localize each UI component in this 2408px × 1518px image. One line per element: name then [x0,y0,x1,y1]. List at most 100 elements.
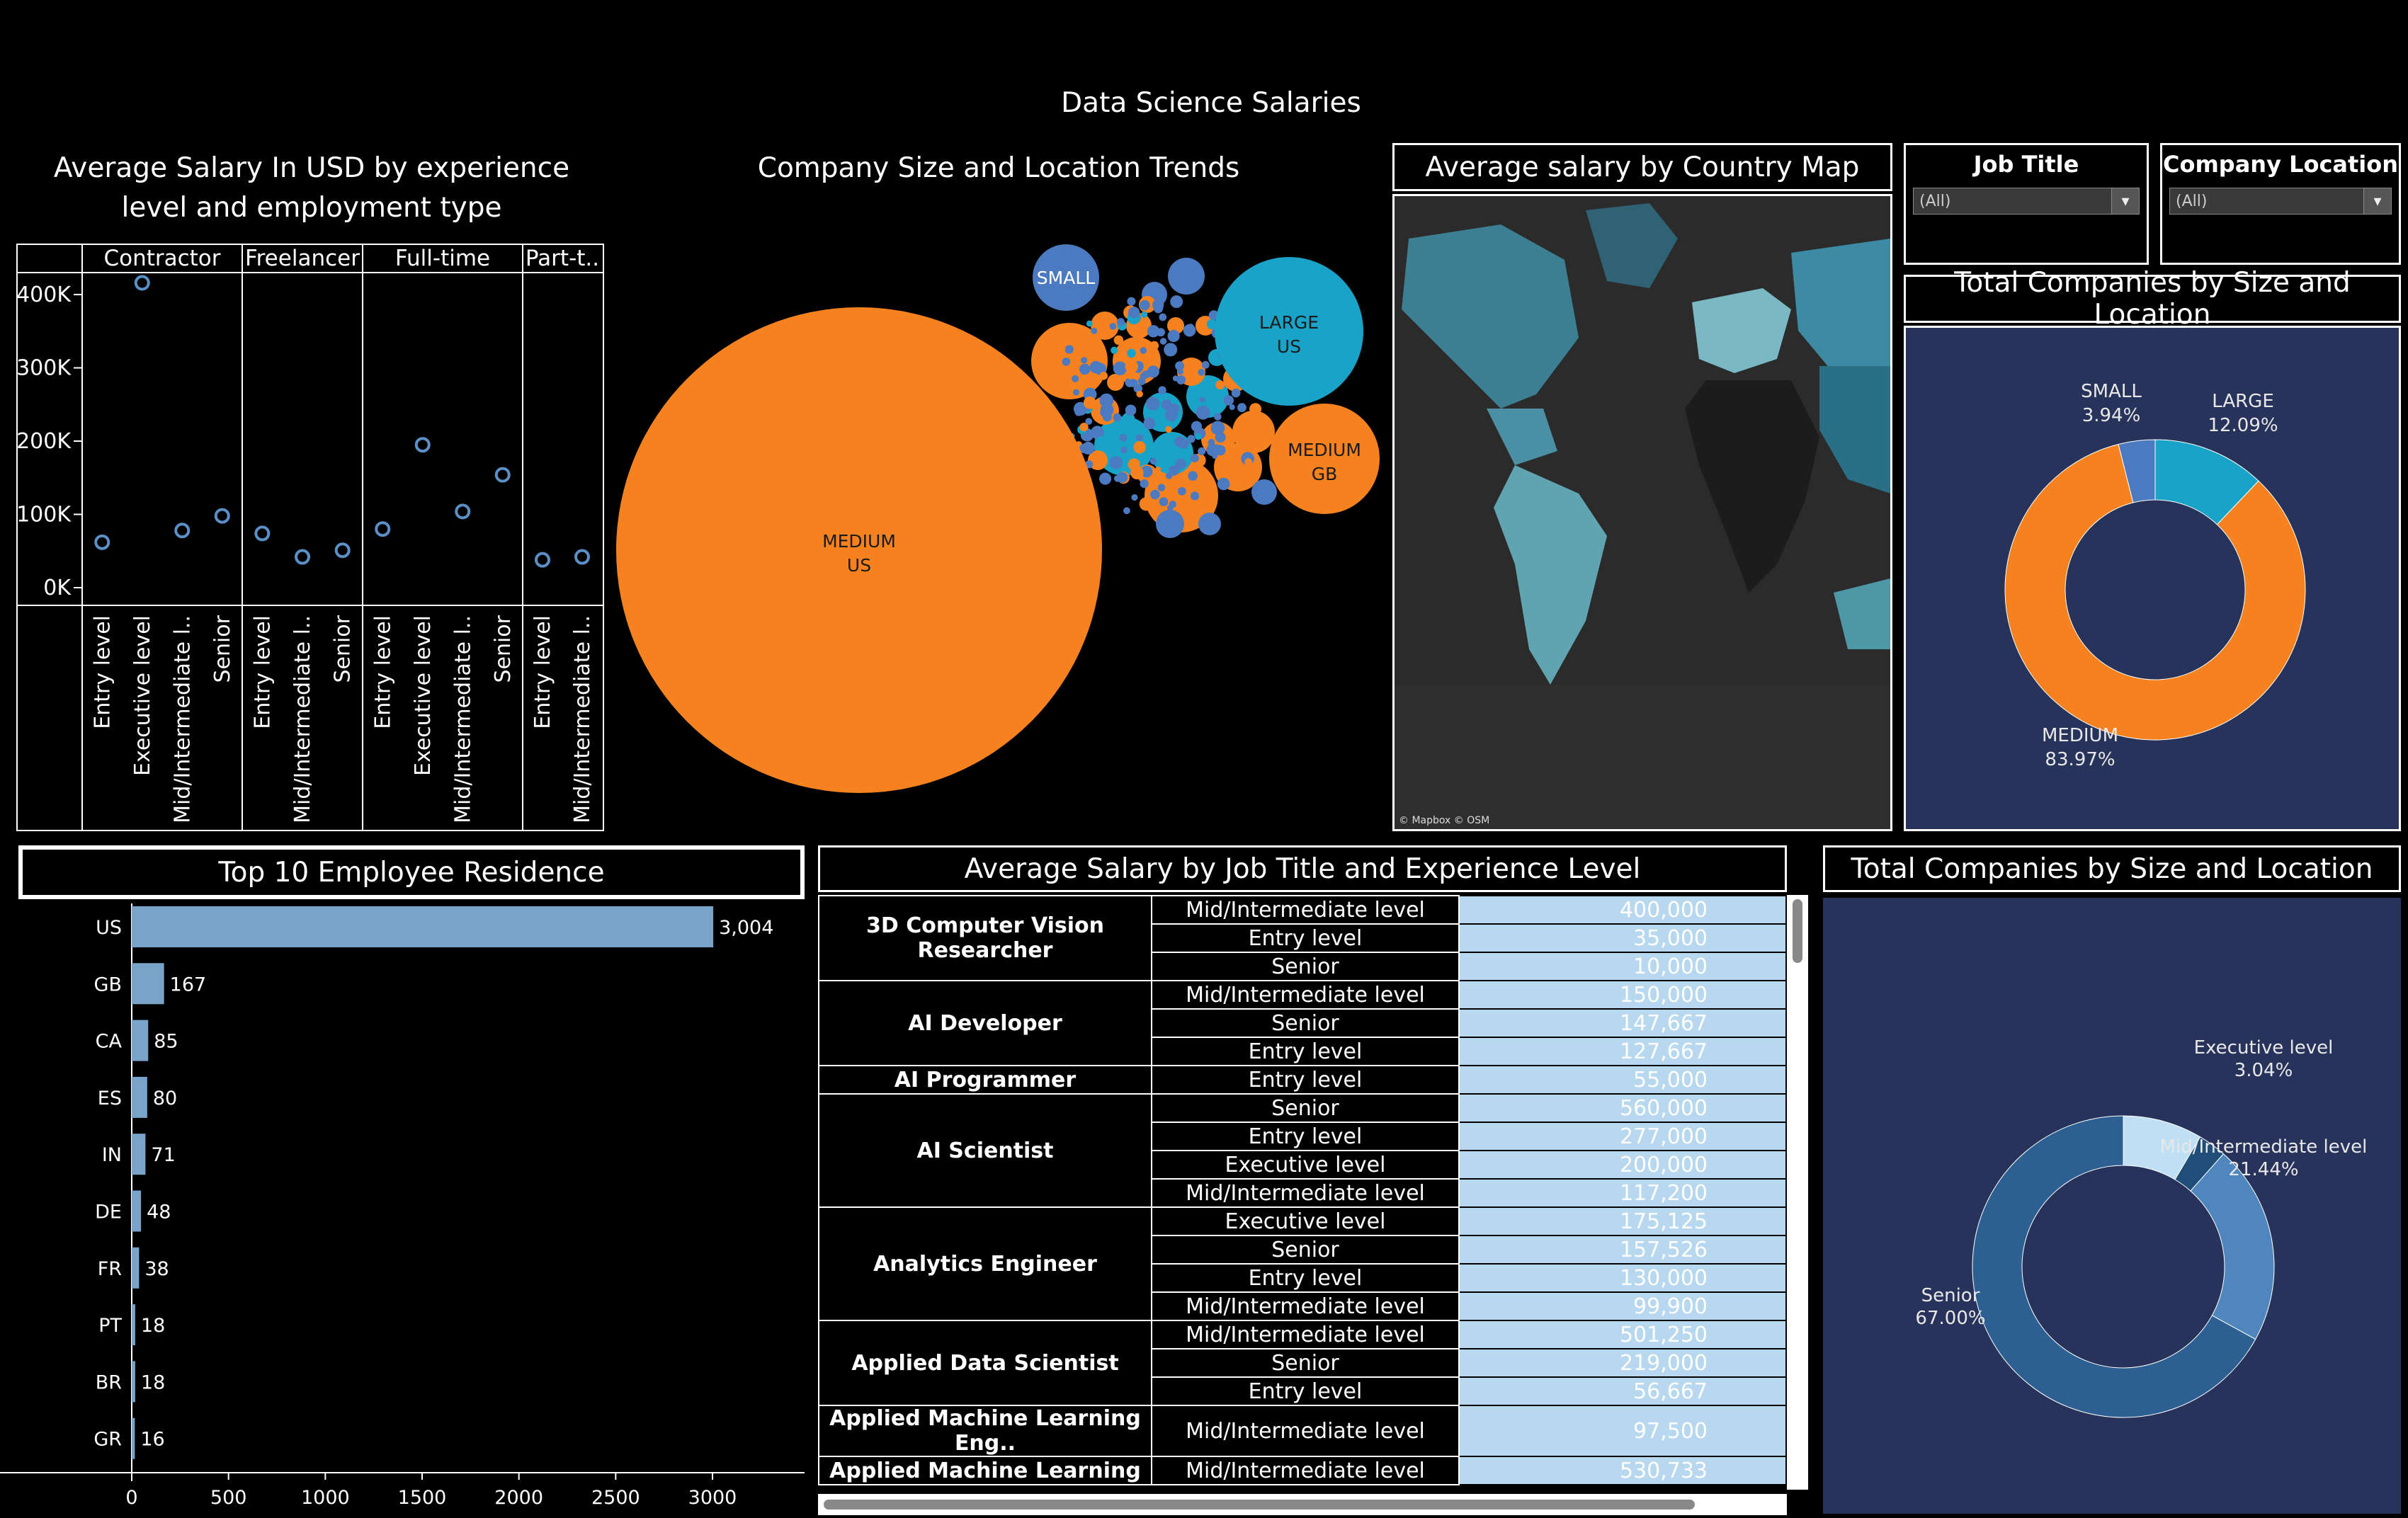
bar-value-label: 16 [140,1429,164,1451]
salary-value-cell: 35,000 [1458,923,1787,953]
bubble-label: LARGE [1259,312,1319,333]
bubble [1140,311,1148,318]
bubble [1168,258,1205,295]
bubble [1174,436,1186,447]
bubble [1232,411,1275,453]
bubble-label: MEDIUM [822,531,896,552]
salary-table[interactable]: 3D Computer Vision Researcher Mid/Interme… [818,895,1810,1490]
table-row[interactable]: Applied Machine Learning Eng.. Mid/Interm… [818,1405,1787,1457]
bubble [1140,479,1149,489]
table-row[interactable]: Entry level 127,667 [819,1037,1787,1066]
table-row[interactable]: Senior 157,526 [819,1235,1787,1265]
table-row[interactable]: AI Scientist Senior 560,000 [818,1093,1787,1208]
chevron-down-icon[interactable]: ▾ [2111,188,2139,214]
job-title-select[interactable]: (All) ▾ [1913,188,2140,215]
experience-level-cell: Senior [1151,1008,1460,1038]
bubble [1155,466,1162,472]
x-tick-label: 1500 [398,1487,447,1509]
chart-frame [16,244,604,831]
bar-category-label: PT [98,1315,122,1337]
table-row[interactable]: Mid/Intermediate level 117,200 [819,1178,1787,1208]
job-title-cell: AI Developer [818,980,1152,1066]
bubble [1113,361,1128,376]
group-header: Part-t.. [526,246,599,271]
bar [132,1304,135,1346]
experience-level-cell: Mid/Intermediate level [1151,1405,1460,1457]
bar [132,963,164,1005]
job-title-cell: AI Programmer [818,1065,1152,1095]
data-point [455,503,471,520]
table-row[interactable]: Applied Machine Learning Mid/Intermediate… [818,1456,1787,1485]
donut-label: SMALL [2081,381,2142,402]
table-row[interactable]: Senior 10,000 [819,952,1787,981]
bubble [1159,497,1169,506]
bubble [1073,401,1088,416]
experience-level-cell: Senior [1151,1348,1460,1378]
bubble [1125,377,1135,387]
bar-value-label: 3,004 [719,917,773,939]
map-credit: © Mapbox © OSM [1399,815,1490,826]
y-tick-label: 300K [16,356,72,381]
company-location-select[interactable]: (All) ▾ [2169,188,2392,215]
salary-value-cell: 200,000 [1458,1150,1787,1180]
group-header: Full-time [395,246,490,271]
bubble [1269,404,1380,514]
salary-value-cell: 157,526 [1458,1235,1787,1265]
bubble [1083,396,1096,409]
bubble [1140,299,1150,311]
bubble [1143,417,1156,430]
scrollbar-thumb[interactable] [824,1500,1695,1510]
table-row[interactable]: Entry level 35,000 [819,923,1787,953]
table-row[interactable]: Analytics Engineer Executive level 175,125 [818,1206,1787,1321]
bubble [1149,457,1157,465]
chevron-down-icon[interactable]: ▾ [2363,188,2391,214]
bubble-label: GB [1312,464,1338,484]
table-row[interactable]: Entry level 277,000 [819,1122,1787,1151]
bubble [1099,472,1112,485]
scrollbar-thumb[interactable] [1793,899,1802,963]
table-vertical-scrollbar[interactable] [1787,895,1808,1490]
x-tick-label: 0 [125,1487,137,1509]
table-row[interactable]: Entry level 130,000 [819,1263,1787,1293]
y-tick-label: 100K [16,503,72,527]
table-row[interactable]: 3D Computer Vision Researcher Mid/Interme… [818,895,1787,981]
dashboard-title: Data Science Salaries [1061,87,1361,119]
job-title-filter[interactable]: Job Title (All) ▾ [1904,143,2149,265]
table-row[interactable]: Senior 147,667 [819,1008,1787,1038]
bubble [1107,374,1124,391]
company-size-bubble-chart: MEDIUM US LARGE US MEDIUM GB SMALL [616,244,1380,793]
bubble [1119,433,1128,442]
salary-value-cell: 127,667 [1458,1037,1787,1066]
bubble [616,307,1102,793]
bubble [1215,257,1363,406]
table-row[interactable]: AI Developer Mid/Intermediate level 150,00… [818,980,1787,1066]
table-row[interactable]: Applied Data Scientist Mid/Intermediate l… [818,1320,1787,1406]
job-title-cell: Applied Data Scientist [818,1320,1152,1406]
bar [132,1247,140,1289]
bubble [1113,413,1122,422]
bar-value-label: 80 [153,1088,177,1109]
table-row[interactable]: Mid/Intermediate level 99,900 [819,1291,1787,1321]
bubble [1099,372,1108,380]
country-map[interactable]: © Mapbox © OSM [1392,194,1892,831]
data-point [375,521,391,537]
donut-pct: 3.04% [2234,1060,2293,1081]
table-row[interactable]: Entry level 56,667 [819,1376,1787,1406]
salary-value-cell: 56,667 [1458,1376,1787,1406]
bubble [1214,413,1222,421]
experience-level-cell: Entry level [1151,923,1460,953]
bar-category-label: GB [94,974,122,995]
experience-level-cell: Senior [1151,1235,1460,1265]
company-location-filter[interactable]: Company Location (All) ▾ [2160,143,2401,265]
bubble [1206,319,1217,330]
company-location-filter-label: Company Location [2162,151,2399,178]
table-row[interactable]: Senior 219,000 [819,1348,1787,1378]
x-tick-label: Entry level [90,615,115,729]
table-row[interactable]: AI Programmer Entry level 55,000 [818,1065,1787,1095]
bubble [1167,317,1184,334]
bar-category-label: FR [98,1258,122,1280]
table-horizontal-scrollbar[interactable] [818,1494,1787,1515]
bubble [1249,403,1262,416]
experience-level-cell: Mid/Intermediate level [1151,1291,1460,1321]
table-row[interactable]: Executive level 200,000 [819,1150,1787,1180]
